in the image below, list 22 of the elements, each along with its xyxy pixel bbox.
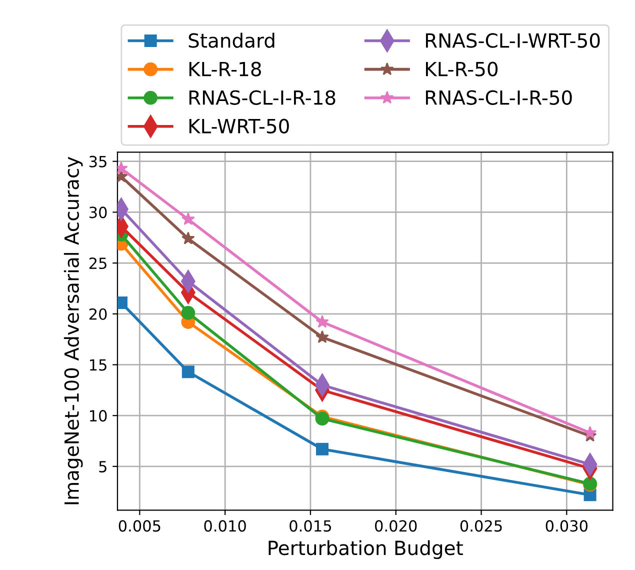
legend-label: RNAS-CL-I-WRT-50 <box>426 33 600 48</box>
y-tick-label: 20 <box>89 308 107 320</box>
y-tick-label: 5 <box>99 461 106 472</box>
legend-label: RNAS-CL-I-R-50 <box>426 90 572 105</box>
x-tick-label: 0.020 <box>375 520 417 532</box>
legend-label: KL-R-50 <box>426 62 498 76</box>
x-tick-label: 0.010 <box>204 520 246 532</box>
legend-label: KL-R-18 <box>189 62 261 76</box>
x-tick-label: 0.030 <box>546 520 588 532</box>
y-axis-title: ImageNet-100 Adversarial Accuracy <box>64 156 83 504</box>
y-tick-label: 30 <box>89 206 107 218</box>
y-tick-label: 25 <box>89 258 106 270</box>
y-tick-label: 10 <box>90 410 107 422</box>
x-tick-label: 0.015 <box>290 520 332 532</box>
y-tick-label: 35 <box>89 156 106 168</box>
legend-label: Standard <box>188 32 274 48</box>
x-axis-title: Perturbation Budget <box>268 540 463 560</box>
legend-label: RNAS-CL-I-R-18 <box>189 90 336 105</box>
x-tick-label: 0.005 <box>118 520 160 532</box>
y-tick-label: 15 <box>90 359 106 371</box>
x-tick-label: 0.025 <box>460 520 502 532</box>
legend-label: KL-WRT-50 <box>189 118 289 134</box>
